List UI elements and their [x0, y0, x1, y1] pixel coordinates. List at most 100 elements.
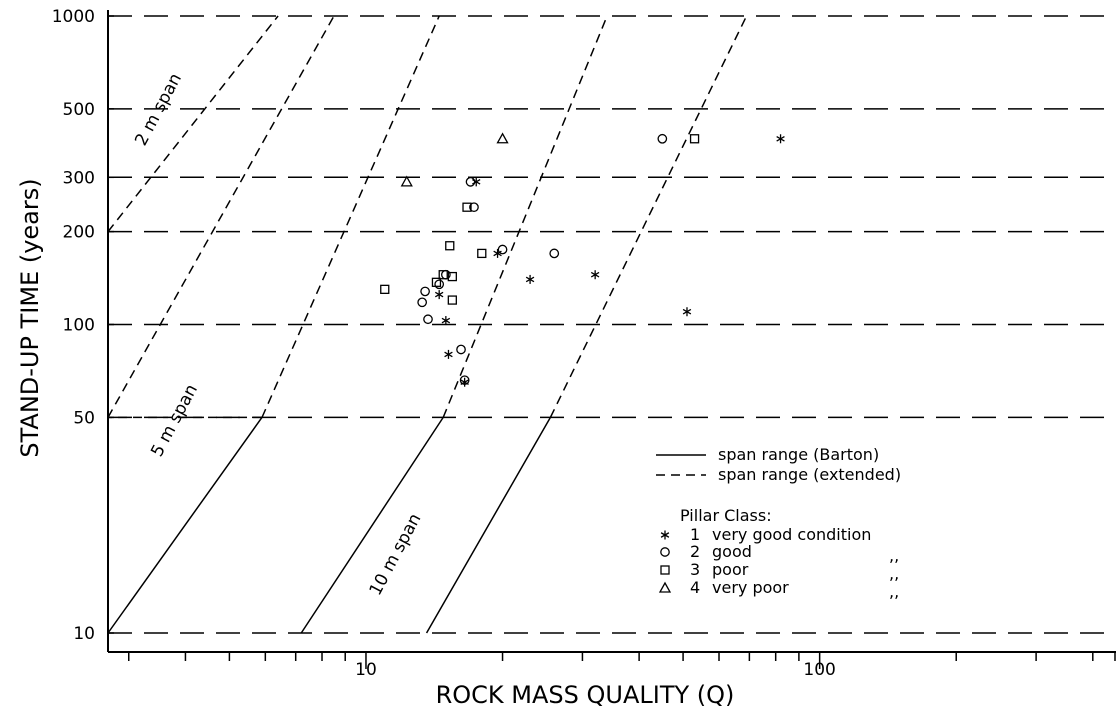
legend-marker-square: [660, 565, 670, 575]
legend-ditto-2: ,,: [889, 546, 899, 565]
legend-class-number-2: 2: [690, 542, 700, 561]
legend-class-label-3: poor: [712, 560, 749, 579]
point-class-3-square-5-shape: [447, 271, 457, 282]
legend-class-title: Pillar Class:: [680, 506, 772, 525]
point-class-1-asterisk-3: [525, 274, 535, 284]
span-line-0-segment-0: [107, 15, 279, 233]
point-class-3-square-4: [438, 270, 448, 280]
point-class-3-square-2-shape: [445, 241, 455, 251]
point-class-2-circle-4-shape: [465, 177, 476, 187]
point-class-1-asterisk-4-stroke: [493, 250, 502, 257]
x-tick-label-100: 100: [803, 660, 835, 680]
point-class-2-circle-7: [417, 297, 428, 308]
y-tick-label-500: 500: [63, 100, 95, 120]
legend-class-label-4: very poor: [712, 578, 789, 597]
span-line-1-segment-0: [107, 416, 263, 634]
point-class-1-asterisk-0-stroke: [776, 135, 785, 142]
x-tick-label-10: 10: [355, 660, 377, 680]
legend-ditto-3: ,,: [889, 564, 899, 583]
point-class-1-asterisk-7-stroke: [434, 291, 444, 298]
point-class-2-circle-2-shape: [497, 244, 508, 255]
point-class-1-asterisk-3-stroke: [525, 276, 535, 283]
y-tick-label-50: 50: [73, 408, 95, 428]
point-class-1-asterisk-5: [472, 177, 481, 187]
span-label-2m: 2 m span: [131, 70, 186, 149]
legend-class-number-3: 3: [690, 560, 700, 579]
span-line-1-segment-2: [261, 15, 440, 418]
legend-class-number-1: 1: [690, 525, 700, 544]
point-class-2-circle-11-shape: [459, 375, 470, 386]
point-class-4-triangle-1: [400, 175, 413, 187]
legend-class-number-4: 4: [690, 578, 700, 597]
legend-marker-triangle-glyph: [658, 581, 672, 593]
legend-marker-asterisk: [660, 530, 670, 540]
y-tick-label-300: 300: [63, 168, 95, 188]
y-tick-label-1000: 1000: [52, 7, 95, 27]
legend-dashed-label: span range (extended): [718, 465, 901, 484]
x-tick-labels: 10 100: [128, 652, 1116, 680]
y-tick-label-10: 10: [73, 624, 95, 644]
point-class-1-asterisk-2: [682, 307, 692, 317]
point-class-2-circle-1-shape: [549, 248, 560, 259]
point-class-2-circle-2: [497, 244, 508, 255]
legend-marker-circle-glyph: [660, 547, 670, 557]
point-class-4-triangle-0: [496, 132, 509, 144]
axes: [107, 10, 1116, 653]
legend-class-label-2: good: [712, 542, 752, 561]
point-class-2-circle-6-shape: [434, 279, 445, 290]
point-class-3-square-0: [689, 134, 700, 144]
point-class-1-asterisk-1-stroke: [590, 271, 600, 278]
span-line-3-segment-1: [442, 15, 608, 418]
point-class-1-asterisk-9: [460, 377, 469, 387]
span-line-4-segment-0: [425, 416, 552, 634]
legend-marker-square-glyph-shape: [660, 565, 670, 575]
point-class-2-circle-0: [657, 133, 668, 144]
point-class-1-asterisk-1: [590, 270, 600, 280]
span-line-2-segment-0: [107, 15, 335, 418]
point-class-1-asterisk-7: [434, 290, 444, 300]
point-class-3-square-1-shape: [462, 202, 472, 212]
point-class-2-circle-6: [434, 279, 445, 290]
legend: span range (Barton) span range (extended…: [656, 445, 901, 601]
span-lines: [107, 15, 748, 634]
point-class-2-circle-10-shape: [456, 344, 466, 355]
point-class-2-circle-1: [549, 248, 560, 259]
span-label-10m: 10 m span: [366, 510, 426, 599]
point-class-3-square-5: [447, 271, 457, 282]
legend-marker-triangle-glyph-shape: [658, 581, 672, 593]
point-class-3-square-0-shape: [689, 134, 700, 144]
point-class-3-square-1: [462, 202, 472, 212]
point-class-4-triangle-0-shape: [496, 132, 509, 144]
point-class-3-square-3: [477, 248, 487, 259]
point-class-3-square-4-shape: [438, 270, 448, 280]
point-class-1-asterisk-8-stroke: [444, 351, 453, 358]
point-class-2-circle-4: [465, 177, 476, 187]
span-line-4-segment-1: [549, 15, 748, 418]
point-class-3-square-7: [447, 295, 457, 305]
point-class-4-triangle-1-shape: [400, 175, 413, 187]
y-tick-label-100: 100: [63, 316, 95, 336]
point-class-3-square-3-shape: [477, 248, 487, 259]
y-axis-title: STAND-UP TIME (years): [16, 178, 44, 457]
point-class-2-circle-8-shape: [420, 286, 430, 297]
point-class-3-square-6: [431, 277, 442, 287]
point-class-2-circle-8: [420, 286, 430, 297]
legend-marker-asterisk-glyph-stroke: [660, 532, 670, 538]
x-axis-title: ROCK MASS QUALITY (Q): [436, 681, 735, 709]
point-class-2-circle-3: [469, 202, 479, 213]
point-class-1-asterisk-6: [441, 316, 451, 326]
point-class-2-circle-11: [459, 375, 470, 386]
legend-marker-square-glyph: [660, 565, 670, 575]
point-class-1-asterisk-4: [493, 248, 502, 258]
span-label-5m: 5 m span: [147, 381, 202, 460]
legend-solid-label: span range (Barton): [718, 445, 879, 464]
legend-marker-asterisk-glyph: [660, 530, 670, 540]
grid-lines: [108, 15, 1116, 634]
legend-marker-circle-glyph-shape: [660, 547, 670, 557]
point-class-3-square-8-shape: [380, 284, 390, 294]
point-class-2-circle-10: [456, 344, 466, 355]
point-class-1-asterisk-8: [444, 349, 453, 359]
point-class-3-square-6-shape: [431, 277, 442, 287]
legend-marker-circle: [660, 547, 670, 557]
